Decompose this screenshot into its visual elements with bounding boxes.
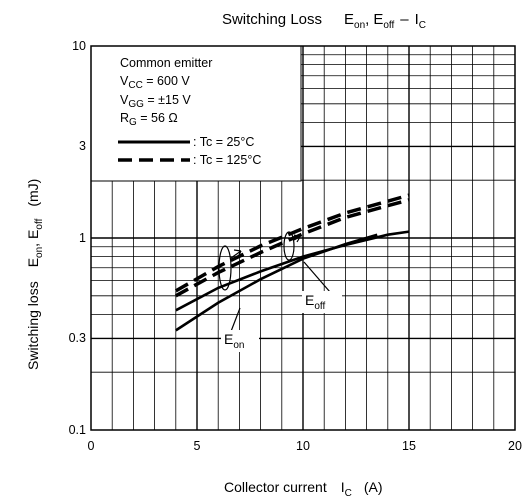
legend-entry-125c: : Tc = 125°C [193, 153, 261, 167]
legend-entry-25c: : Tc = 25°C [193, 135, 254, 149]
y-tick-labels: 0.1 0.3 1 3 10 [69, 39, 86, 437]
eon-annotation: Eon [224, 331, 244, 351]
series-line-125c [174, 198, 410, 298]
eoff-annotation: Eoff [305, 292, 326, 312]
eoff-loop-arrow [293, 234, 301, 243]
legend-condition-vcc: VCC = 600 V [120, 74, 190, 91]
x-tick-label: 20 [508, 439, 522, 453]
x-tick-labels: 0 5 10 15 20 [88, 439, 522, 453]
chart-title: Switching Loss Eon, Eoff – IC [222, 11, 426, 31]
y-tick-label: 1 [79, 231, 86, 245]
series-line-125c [174, 193, 410, 293]
legend-condition-common: Common emitter [120, 56, 212, 70]
eon-loop-arrow-line [230, 250, 242, 259]
eoff-group-loop [283, 231, 295, 261]
x-tick-label: 15 [402, 439, 416, 453]
eon-group-loop [218, 245, 232, 291]
x-tick-label: 10 [296, 439, 310, 453]
legend-condition-rg: RG = 56 Ω [120, 111, 178, 128]
y-tick-label: 0.1 [69, 423, 86, 437]
eon-loop-arrowhead [233, 249, 242, 258]
series-layer [174, 193, 410, 332]
y-tick-label: 10 [72, 39, 86, 53]
annotation-arrows [218, 231, 331, 335]
series-line-25c [175, 230, 410, 312]
y-axis-label: Switching lossEon,Eoff(mJ) [25, 179, 45, 370]
eon-label-leader [229, 307, 241, 335]
x-axis-label: Collector current IC (A) [224, 479, 383, 499]
legend: Common emitter VCC = 600 V VGG = ±15 V R… [90, 45, 302, 182]
eon-label-bg [221, 330, 259, 352]
eoff-label-leader [303, 261, 331, 293]
legend-condition-vgg: VGG = ±15 V [120, 93, 191, 110]
y-tick-label: 3 [79, 139, 86, 153]
series-line-25c [175, 233, 378, 332]
x-tick-label: 0 [88, 439, 95, 453]
plot-frame [90, 45, 516, 431]
eoff-label-bg [302, 291, 342, 313]
y-tick-label: 0.3 [69, 331, 86, 345]
x-tick-label: 5 [194, 439, 201, 453]
